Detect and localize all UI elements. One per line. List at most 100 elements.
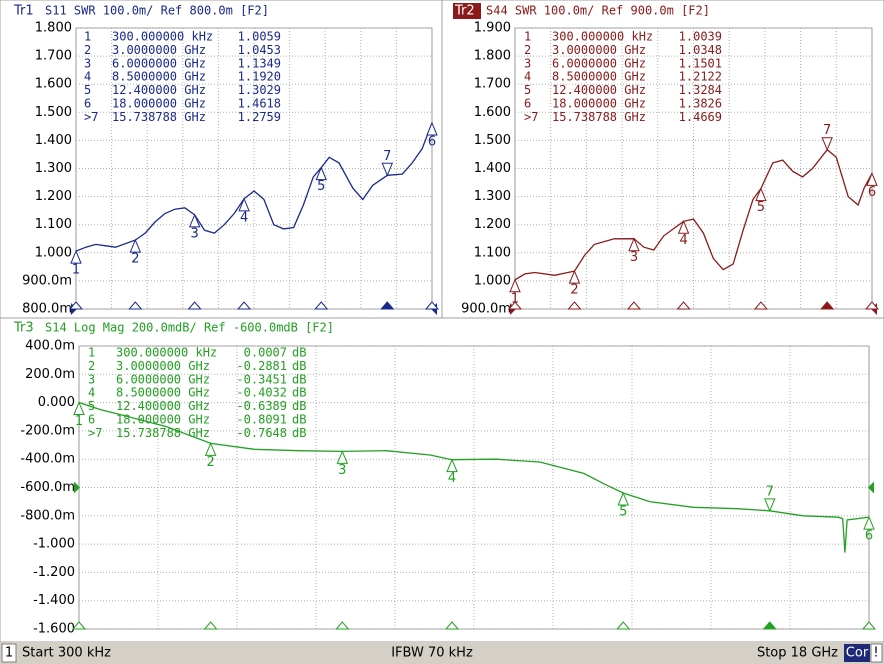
marker-label: 6 bbox=[865, 529, 873, 544]
trace-id: Tr1 bbox=[13, 4, 34, 19]
y-tick-label: 1.800 bbox=[474, 49, 511, 64]
marker-table-freq: 6.0000000 GHz bbox=[552, 56, 646, 70]
marker-table-value: 1.2122 bbox=[679, 70, 722, 84]
axis-marker bbox=[203, 621, 218, 630]
ref-marker bbox=[868, 481, 874, 494]
marker-table-freq: 18.000000 GHz bbox=[552, 97, 646, 111]
marker-label: 1 bbox=[75, 414, 83, 429]
marker-label: 3 bbox=[338, 463, 346, 478]
marker bbox=[73, 401, 85, 416]
marker-table-freq: 12.400000 GHz bbox=[552, 83, 646, 97]
marker bbox=[381, 162, 394, 177]
marker bbox=[568, 269, 581, 284]
y-tick-label: 1.500 bbox=[35, 105, 72, 120]
marker-table-id: 3 bbox=[84, 56, 91, 70]
axis-marker bbox=[71, 621, 87, 630]
warn-box[interactable] bbox=[870, 643, 883, 663]
y-tick-label: 1.500 bbox=[474, 133, 511, 148]
axis-marker bbox=[444, 621, 460, 630]
marker-label: 7 bbox=[823, 123, 831, 138]
axis-marker bbox=[820, 301, 835, 310]
axis-marker bbox=[314, 301, 329, 310]
channel-box[interactable] bbox=[1, 643, 17, 663]
marker bbox=[617, 491, 629, 506]
y-tick-label: 900.0m bbox=[22, 273, 72, 288]
y-tick-label: 1.400 bbox=[474, 161, 511, 176]
y-tick-label: 800.0m bbox=[22, 302, 72, 317]
marker-table-unit: dB bbox=[292, 346, 306, 360]
marker-table-freq: 8.5000000 GHz bbox=[112, 70, 206, 84]
marker-table-value: 1.0059 bbox=[238, 30, 281, 44]
y-tick-label: -200.0m bbox=[20, 423, 75, 438]
y-tick-label: -1.200 bbox=[33, 565, 75, 580]
marker bbox=[70, 249, 82, 264]
marker-table-id: 6 bbox=[88, 413, 95, 427]
axis-marker bbox=[380, 301, 395, 310]
marker bbox=[863, 515, 875, 530]
marker-table-id: 2 bbox=[88, 359, 95, 373]
y-tick-label: 1.300 bbox=[474, 189, 511, 204]
marker-table-id: >7 bbox=[84, 110, 98, 124]
marker-label: 7 bbox=[766, 484, 774, 499]
axis-marker bbox=[128, 301, 143, 310]
marker-table-freq: 300.000000 kHz bbox=[112, 30, 213, 44]
marker-label: 6 bbox=[428, 135, 436, 150]
axis-marker bbox=[762, 621, 777, 630]
stop-freq: Stop 18 GHz bbox=[757, 646, 838, 661]
marker-table-id: 2 bbox=[524, 43, 531, 57]
y-tick-label: 1.100 bbox=[474, 245, 511, 260]
marker-table-freq: 18.000000 GHz bbox=[112, 97, 206, 111]
warn: ! bbox=[873, 646, 878, 661]
marker-table-id: >7 bbox=[524, 110, 538, 124]
y-tick-label: 1.200 bbox=[35, 189, 72, 204]
axis-marker bbox=[507, 301, 523, 310]
marker-table-freq: 6.0000000 GHz bbox=[112, 56, 206, 70]
y-tick-label: 1.800 bbox=[35, 21, 72, 36]
marker-table-freq: 6.0000000 GHz bbox=[116, 372, 210, 386]
marker-table-id: 3 bbox=[88, 372, 95, 386]
marker-table-id: 3 bbox=[524, 56, 531, 70]
marker bbox=[866, 172, 878, 186]
marker bbox=[426, 121, 438, 136]
y-tick-label: 1.200 bbox=[474, 217, 511, 232]
trace-line bbox=[75, 122, 433, 252]
marker-table-freq: 18.000000 GHz bbox=[116, 413, 210, 427]
marker-table-freq: 8.5000000 GHz bbox=[552, 70, 646, 84]
y-tick-label: -600.0m bbox=[20, 480, 75, 495]
y-tick-label: 1.700 bbox=[474, 77, 511, 92]
marker-label: 4 bbox=[448, 471, 456, 486]
trace-title: S44 SWR 100.0m/ Ref 900.0m [F2] bbox=[486, 4, 710, 18]
marker-table-value: -0.8091 bbox=[236, 413, 287, 427]
y-tick-label: -400.0m bbox=[20, 452, 75, 467]
marker-label: 4 bbox=[679, 233, 687, 248]
marker-table-value: 1.4669 bbox=[679, 110, 722, 124]
marker-table-id: 5 bbox=[524, 83, 531, 97]
marker-table-value: 1.4618 bbox=[238, 97, 281, 111]
ref-marker bbox=[74, 481, 80, 494]
y-tick-label: -800.0m bbox=[20, 508, 75, 523]
y-tick-label: 1.600 bbox=[35, 77, 72, 92]
marker-table-id: 1 bbox=[84, 30, 91, 44]
trace-title: S11 SWR 100.0m/ Ref 800.0m [F2] bbox=[45, 4, 269, 18]
marker-table-unit: dB bbox=[292, 386, 306, 400]
marker-label: 2 bbox=[131, 252, 139, 267]
marker-table-id: 4 bbox=[524, 70, 531, 84]
marker-table-value: 1.3284 bbox=[679, 83, 722, 97]
marker bbox=[628, 237, 640, 252]
marker-label: 1 bbox=[511, 291, 519, 306]
marker-table-id: 4 bbox=[84, 70, 91, 84]
marker-table-value: 1.3826 bbox=[679, 97, 722, 111]
axis-marker bbox=[864, 301, 880, 310]
active-trace-box bbox=[453, 3, 481, 19]
marker-label: 5 bbox=[757, 200, 765, 215]
marker-table-value: 1.1501 bbox=[679, 56, 722, 70]
y-tick-label: 1.600 bbox=[474, 105, 511, 120]
marker bbox=[677, 219, 690, 234]
marker bbox=[446, 458, 458, 473]
marker-table-freq: 300.000000 kHz bbox=[116, 346, 217, 360]
axis-marker bbox=[753, 301, 769, 310]
marker-table-value: -0.2881 bbox=[236, 359, 287, 373]
y-tick-label: 1.900 bbox=[474, 21, 511, 36]
marker-table-freq: 12.400000 GHz bbox=[112, 83, 206, 97]
cor-box[interactable] bbox=[844, 644, 870, 662]
